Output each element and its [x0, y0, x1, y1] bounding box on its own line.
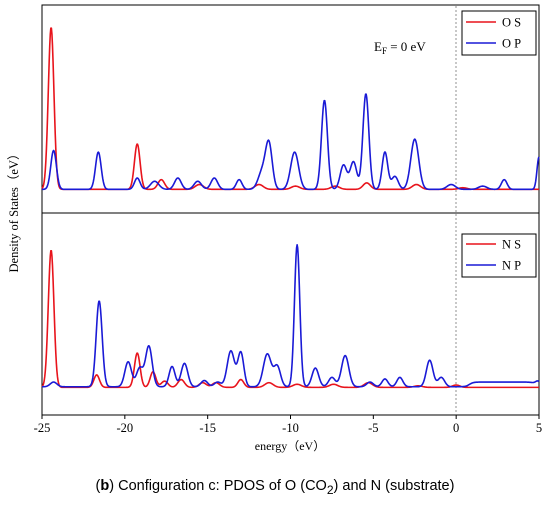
caption-label: b	[100, 478, 110, 494]
lower-legend-box	[461, 233, 537, 278]
upper-legend: O S O P	[461, 10, 537, 56]
y-axis-label: Density of States（eV）	[7, 148, 21, 273]
legend-label-o-p: O P	[502, 37, 521, 51]
series-line-n-s	[41, 249, 540, 389]
x-tick-label: -25	[34, 421, 51, 435]
x-tick-label: 5	[536, 421, 542, 435]
legend-label-o-s: O S	[502, 16, 521, 30]
lower-panel-curves	[41, 243, 540, 389]
x-tick-label: -15	[199, 421, 216, 435]
legend-label-n-p: N P	[502, 259, 521, 273]
upper-legend-box	[461, 10, 537, 56]
x-tick-label: 0	[453, 421, 459, 435]
series-line-n-p	[41, 243, 540, 388]
caption-text-after: ) and N (substrate)	[333, 478, 455, 494]
x-tick-label: -10	[282, 421, 299, 435]
fermi-annotation: EF = 0 eV	[374, 39, 426, 56]
caption-subscript: 2	[326, 482, 334, 497]
x-axis-ticks: -25 -20 -15 -10 -5 0 5	[34, 415, 542, 435]
x-tick-label: -20	[116, 421, 133, 435]
upper-panel-curves	[41, 27, 540, 191]
x-tick-label: -5	[368, 421, 378, 435]
x-axis-label: energy（eV）	[255, 439, 325, 453]
figure-caption: (b) Configuration c: PDOS of O (CO2) and…	[95, 478, 455, 497]
caption-text-before: Configuration c: PDOS of O (CO	[118, 478, 327, 494]
legend-label-n-s: N S	[502, 238, 521, 252]
series-line-o-p	[41, 93, 540, 191]
pdos-figure: O S O P N S N P EF = 0 eV Density of Sta…	[7, 4, 542, 453]
lower-legend: N S N P	[461, 233, 537, 278]
